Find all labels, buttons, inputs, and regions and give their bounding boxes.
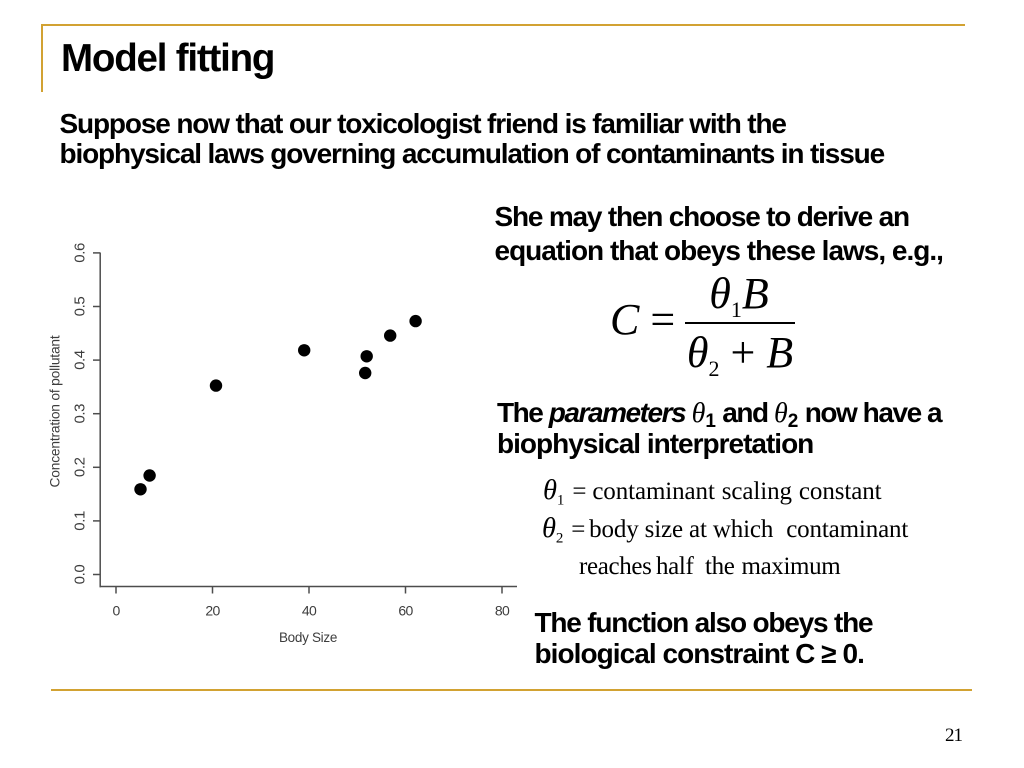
svg-text:60: 60 <box>398 603 413 619</box>
svg-text:0.4: 0.4 <box>72 350 89 370</box>
svg-text:0.6: 0.6 <box>72 243 89 263</box>
svg-text:0.3: 0.3 <box>72 404 89 424</box>
svg-text:20: 20 <box>205 603 220 619</box>
svg-text:0.5: 0.5 <box>72 297 89 317</box>
svg-text:80: 80 <box>495 603 510 619</box>
svg-text:0.2: 0.2 <box>72 457 89 477</box>
svg-text:0.0: 0.0 <box>72 565 89 585</box>
svg-text:0: 0 <box>112 603 120 619</box>
svg-text:Body Size: Body Size <box>279 630 337 645</box>
svg-text:0.1: 0.1 <box>72 511 89 531</box>
svg-text:40: 40 <box>302 603 317 619</box>
svg-text:Concentration of pollutant: Concentration of pollutant <box>48 335 63 487</box>
